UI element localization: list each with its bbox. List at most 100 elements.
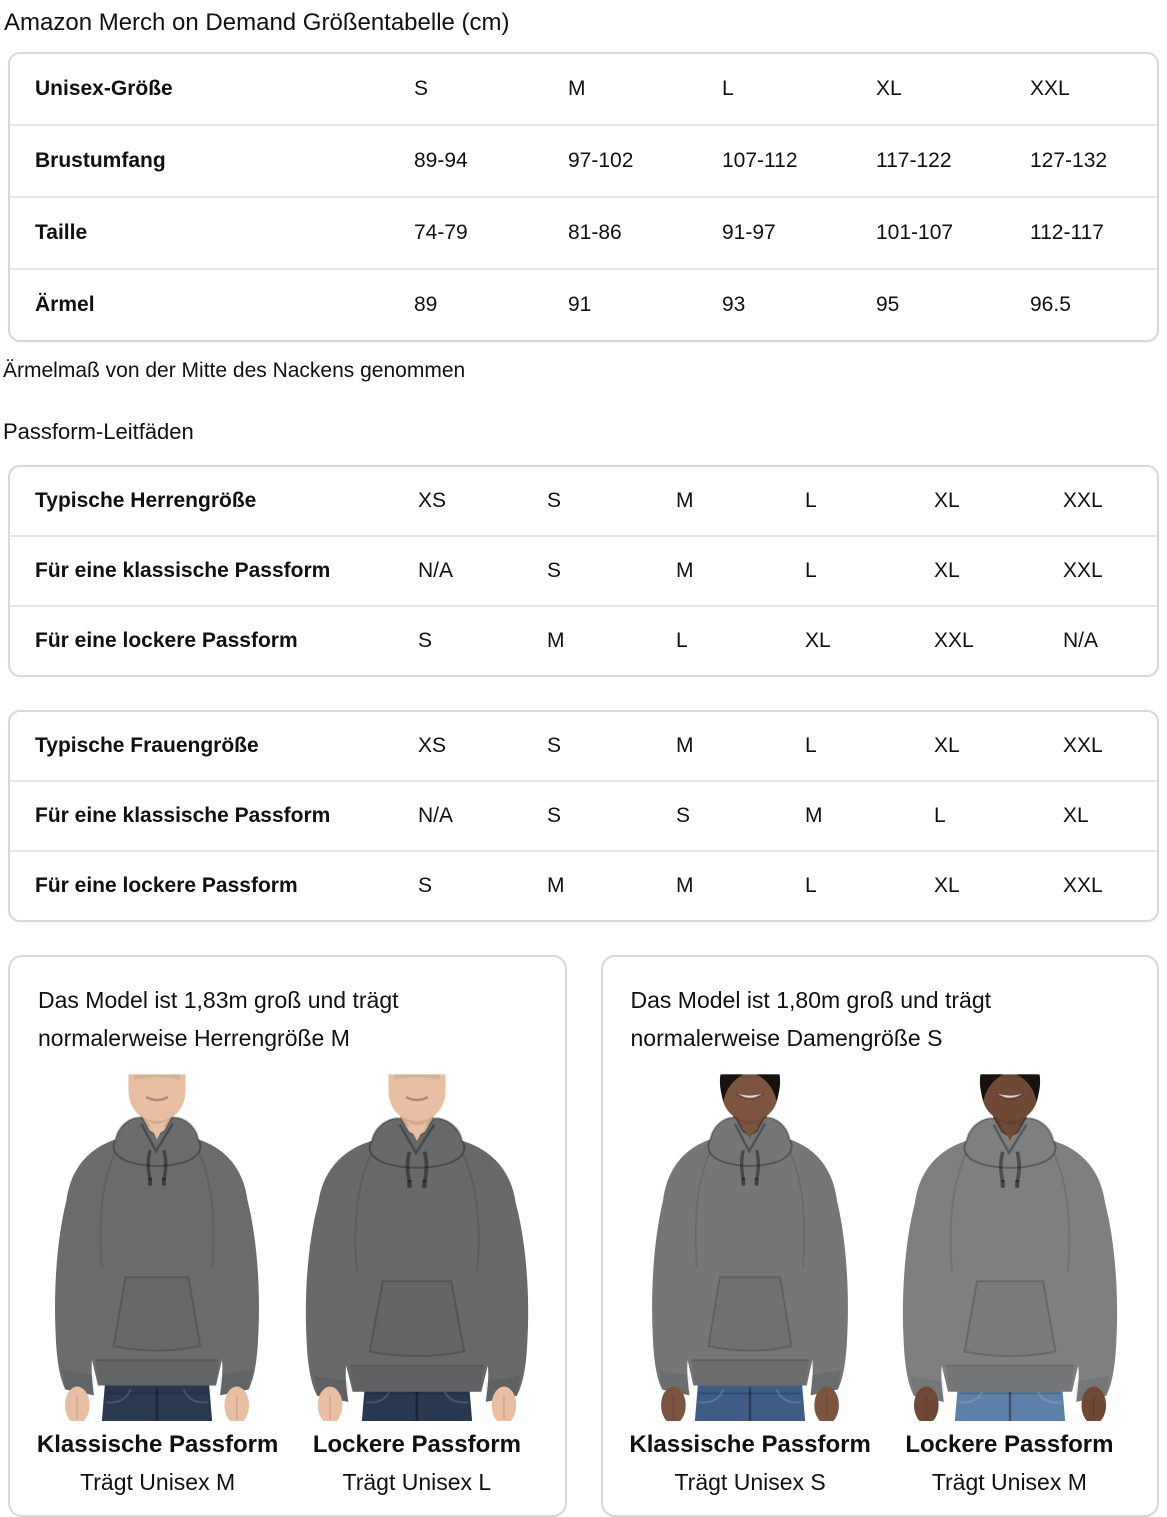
size-cell: M <box>568 77 586 100</box>
size-cell: XXL <box>1063 559 1103 582</box>
size-cell: M <box>547 629 565 652</box>
size-cell: 96.5 <box>1030 293 1071 316</box>
table-row: Typische Frauengröße XS S M L XL XXL <box>10 712 1157 782</box>
size-cell: S <box>414 77 429 100</box>
mens-model-card: Das Model ist 1,83m groß und trägt norma… <box>8 955 567 1517</box>
size-cell: 127-132 <box>1030 149 1108 172</box>
model-photo-womens-classic-fit <box>621 1069 878 1421</box>
size-cell: L <box>805 734 817 757</box>
worn-size-label: Trägt Unisex S <box>674 1469 826 1495</box>
size-cell: XL <box>1063 804 1089 827</box>
size-cell: 97-102 <box>568 149 634 172</box>
size-cell: 95 <box>876 293 900 316</box>
size-cell: XL <box>934 734 960 757</box>
size-cell: XXL <box>1063 489 1103 512</box>
row-label: Für eine klassische Passform <box>35 559 331 582</box>
size-cell: N/A <box>1063 629 1099 652</box>
size-cell: XL <box>934 559 960 582</box>
size-cell: XL <box>876 77 902 100</box>
size-cell: L <box>805 874 817 897</box>
womens-fit-table: Typische Frauengröße XS S M L XL XXL Für… <box>8 710 1159 922</box>
size-cell: 81-86 <box>568 221 622 244</box>
womens-model-card: Das Model ist 1,80m groß und trägt norma… <box>600 955 1159 1517</box>
mens-fit-table: Typische Herrengröße XS S M L XL XXL Für… <box>8 465 1159 677</box>
worn-size-label: Trägt Unisex L <box>342 1469 492 1495</box>
fit-caption: Klassische Passform Trägt Unisex S <box>621 1431 880 1495</box>
size-cell: S <box>547 559 562 582</box>
size-cell: M <box>676 559 694 582</box>
unisex-size-table: Unisex-Größe S M L XL XXL Brustumfang 89… <box>8 52 1159 342</box>
size-cell: S <box>676 804 691 827</box>
size-cell: XXL <box>1063 874 1103 897</box>
size-cell: 93 <box>722 293 746 316</box>
size-cell: N/A <box>418 559 454 582</box>
table-row: Für eine klassische Passform N/A S M L X… <box>10 537 1157 607</box>
size-cell: 101-107 <box>876 221 954 244</box>
size-cell: 74-79 <box>414 221 468 244</box>
sleeve-measure-note: Ärmelmaß von der Mitte des Nackens genom… <box>3 359 466 382</box>
row-label: Taille <box>35 221 88 244</box>
size-cell: XL <box>805 629 831 652</box>
model-cards: Das Model ist 1,83m groß und trägt norma… <box>8 955 1159 1517</box>
row-label: Brustumfang <box>35 149 166 172</box>
model-description: Das Model ist 1,83m groß und trägt norma… <box>38 987 399 1051</box>
size-cell: 89 <box>414 293 438 316</box>
model-photos <box>28 1069 547 1421</box>
size-cell: XL <box>934 489 960 512</box>
size-cell: 112-117 <box>1030 221 1104 244</box>
row-label: Für eine lockere Passform <box>35 629 298 652</box>
model-photo-womens-loose-fit <box>881 1069 1138 1421</box>
fit-caption: Lockere Passform Trägt Unisex M <box>880 1431 1139 1495</box>
size-cell: 107-112 <box>722 149 798 172</box>
table-row: Brustumfang 89-94 97-102 107-112 117-122… <box>10 126 1157 198</box>
size-cell: 91-97 <box>722 221 776 244</box>
table-row: Ärmel 89 91 93 95 96.5 <box>10 270 1157 340</box>
row-label: Für eine lockere Passform <box>35 874 298 897</box>
size-cell: M <box>676 874 694 897</box>
size-cell: XXL <box>1063 734 1103 757</box>
row-label: Unisex-Größe <box>35 77 173 100</box>
row-label: Typische Herrengröße <box>35 489 257 512</box>
size-cell: N/A <box>418 804 454 827</box>
size-cell: S <box>418 874 433 897</box>
table-row: Für eine klassische Passform N/A S S M L… <box>10 782 1157 852</box>
size-cell: XS <box>418 734 447 757</box>
page-title: Amazon Merch on Demand Größentabelle (cm… <box>4 9 510 36</box>
size-cell: 89-94 <box>414 149 468 172</box>
size-cell: S <box>547 489 562 512</box>
size-cell: XL <box>934 874 960 897</box>
table-row: Für eine lockere Passform S M M L XL XXL <box>10 852 1157 920</box>
size-cell: XXL <box>1030 77 1070 100</box>
row-label: Für eine klassische Passform <box>35 804 331 827</box>
table-row: Taille 74-79 81-86 91-97 101-107 112-117 <box>10 198 1157 270</box>
model-description: Das Model ist 1,80m groß und trägt norma… <box>630 987 992 1051</box>
size-cell: L <box>722 77 734 100</box>
size-cell: 91 <box>568 293 592 316</box>
fit-caption: Lockere Passform Trägt Unisex L <box>287 1431 546 1495</box>
table-row: Für eine lockere Passform S M L XL XXL N… <box>10 607 1157 675</box>
size-cell: M <box>805 804 823 827</box>
size-cell: L <box>676 629 688 652</box>
model-photo-mens-loose-fit <box>289 1069 546 1421</box>
table-row: Unisex-Größe S M L XL XXL <box>10 54 1157 126</box>
row-label: Typische Frauengröße <box>35 734 259 757</box>
size-cell: 117-122 <box>876 149 952 172</box>
size-cell: M <box>676 489 694 512</box>
model-photos <box>621 1069 1140 1421</box>
size-cell: L <box>934 804 946 827</box>
fit-label: Klassische Passform <box>629 1431 871 1458</box>
table-row: Typische Herrengröße XS S M L XL XXL <box>10 467 1157 537</box>
size-cell: M <box>676 734 694 757</box>
fit-guides-heading: Passform-Leitfäden <box>3 419 194 444</box>
worn-size-label: Trägt Unisex M <box>931 1469 1087 1495</box>
fit-label: Lockere Passform <box>905 1431 1114 1458</box>
size-cell: S <box>547 734 562 757</box>
size-cell: XXL <box>934 629 974 652</box>
size-cell: L <box>805 489 817 512</box>
size-cell: L <box>805 559 817 582</box>
size-cell: S <box>418 629 433 652</box>
fit-caption: Klassische Passform Trägt Unisex M <box>28 1431 287 1495</box>
worn-size-label: Trägt Unisex M <box>80 1469 236 1495</box>
fit-label: Lockere Passform <box>312 1431 521 1458</box>
